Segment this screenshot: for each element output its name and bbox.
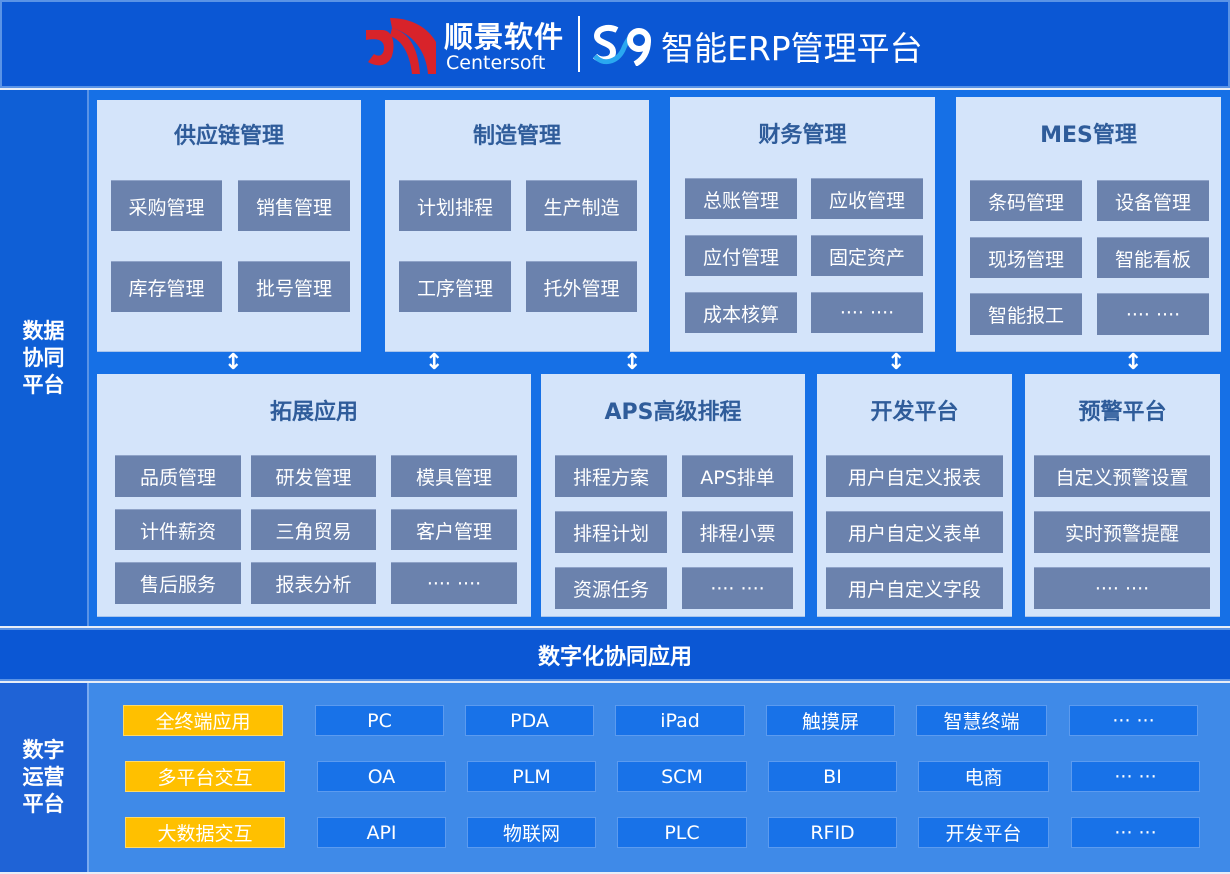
platform-cell[interactable]: iPad [615,705,745,736]
module-item[interactable]: ···· ···· [391,562,517,604]
double-arrow-icon: ↕ [1124,350,1143,375]
module-item[interactable]: 设备管理 [1097,180,1209,221]
module-item[interactable]: 智能看板 [1097,237,1209,278]
platform-cell[interactable]: ··· ··· [1071,761,1200,792]
module-item[interactable]: 资源任务 [555,567,667,609]
module-item[interactable]: 排程方案 [555,455,667,497]
brand-name-en: Centersoft [446,52,546,74]
module-item[interactable]: 售后服务 [115,562,241,604]
module-item[interactable]: ···· ···· [811,292,923,333]
platform-cell[interactable]: OA [317,761,446,792]
module-item[interactable]: 批号管理 [238,261,350,312]
double-arrow-icon: ↕ [887,350,906,375]
module-item[interactable]: 用户自定义字段 [826,567,1003,609]
platform-cell[interactable]: API [317,817,446,848]
platform-cell[interactable]: ··· ··· [1071,817,1200,848]
digital-ops-label: 数字 运营 平台 [0,683,89,872]
module-item[interactable]: 总账管理 [685,178,797,219]
module-item[interactable]: 排程小票 [682,511,793,553]
module-item[interactable]: 品质管理 [115,455,241,497]
module-item[interactable]: ···· ···· [682,567,793,609]
platform-title: 智能ERP管理平台 [661,29,923,68]
module-item[interactable]: 条码管理 [970,180,1082,221]
platform-cell[interactable]: 电商 [918,761,1049,792]
platform-cell[interactable]: RFID [768,817,897,848]
module-item[interactable]: 用户自定义报表 [826,455,1003,497]
module-item[interactable]: 工序管理 [399,261,511,312]
module-item[interactable]: 固定资产 [811,235,923,276]
s9-logo-icon [593,25,651,66]
module-title: 预警平台 [1078,400,1167,425]
module-item[interactable]: ···· ···· [1097,293,1209,335]
header-bar [0,0,1230,88]
centersoft-logo-icon [366,18,436,74]
brand-name-cn: 顺景软件 [444,20,565,54]
digital-ops-label-text: 数字 运营 平台 [22,738,65,816]
platform-cell[interactable]: BI [768,761,897,792]
platform-cell[interactable]: PLM [467,761,596,792]
platform-cell[interactable]: PDA [465,705,594,736]
module-item[interactable]: 应收管理 [811,178,923,219]
module-item[interactable]: 智能报工 [970,293,1082,335]
data-collab-label-text: 数据 协同 平台 [22,318,65,397]
module-item[interactable]: 托外管理 [526,261,637,312]
module-item[interactable]: 自定义预警设置 [1034,455,1210,497]
module-title: 拓展应用 [269,400,358,425]
module-item[interactable]: 三角贸易 [251,509,376,550]
module-item[interactable]: APS排单 [682,455,793,497]
platform-cell[interactable]: PC [315,705,444,736]
platform-category: 多平台交互 [125,761,285,792]
module-title: 财务管理 [758,123,847,148]
module-item[interactable]: 研发管理 [251,455,376,497]
module-item[interactable]: 应付管理 [685,235,797,276]
module-title: APS高级排程 [604,400,742,425]
platform-cell[interactable]: 物联网 [467,817,596,848]
digital-collab-band: 数字化协同应用 [0,628,1230,681]
module-item[interactable]: 成本核算 [685,292,797,333]
platform-cell[interactable]: ··· ··· [1069,705,1198,736]
platform-cell[interactable]: SCM [617,761,747,792]
module-title: MES管理 [1040,123,1137,148]
double-arrow-icon: ↕ [425,350,444,375]
platform-category: 全终端应用 [123,705,283,736]
module-item[interactable]: 生产制造 [526,180,637,231]
platform-cell[interactable]: 开发平台 [918,817,1049,848]
module-title: 供应链管理 [173,124,284,149]
platform-cell[interactable]: PLC [617,817,747,848]
double-arrow-icon: ↕ [224,350,243,375]
module-item[interactable]: 实时预警提醒 [1034,511,1210,553]
module-title: 开发平台 [870,400,959,425]
data-collab-label: 数据 协同 平台 [0,90,89,626]
module-item[interactable]: 计件薪资 [115,509,241,550]
module-item[interactable]: ···· ···· [1034,567,1210,609]
module-item[interactable]: 客户管理 [391,509,517,550]
module-item[interactable]: 报表分析 [251,562,376,604]
platform-category: 大数据交互 [125,817,285,848]
module-item[interactable]: 排程计划 [555,511,667,553]
platform-cell[interactable]: 触摸屏 [766,705,895,736]
module-item[interactable]: 采购管理 [111,180,222,231]
module-item[interactable]: 计划排程 [399,180,511,231]
module-item[interactable]: 销售管理 [238,180,350,231]
module-item[interactable]: 库存管理 [111,261,222,312]
header-divider [578,16,580,72]
module-title: 制造管理 [472,124,561,149]
module-item[interactable]: 用户自定义表单 [826,511,1003,553]
module-item[interactable]: 模具管理 [391,455,517,497]
module-item[interactable]: 现场管理 [970,237,1082,278]
double-arrow-icon: ↕ [623,350,642,375]
platform-cell[interactable]: 智慧终端 [916,705,1047,736]
